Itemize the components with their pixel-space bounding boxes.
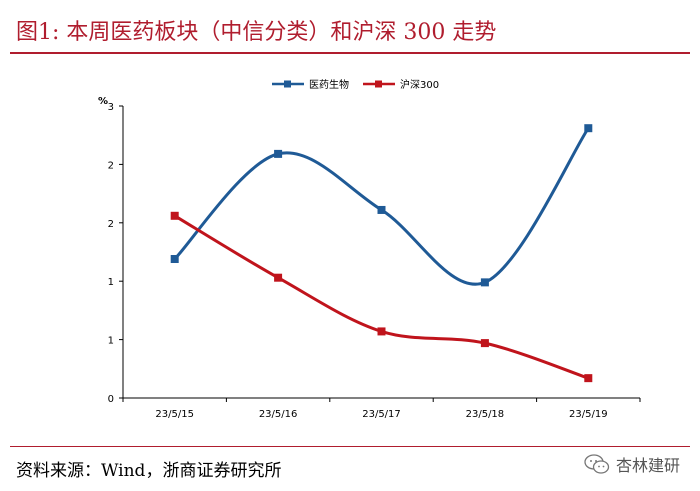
data-point-series-1 — [274, 149, 283, 158]
watermark: 杏林建研 — [584, 452, 680, 476]
data-point-series-2 — [274, 273, 283, 282]
data-point-series-2 — [480, 339, 489, 348]
x-tick-label: 23/5/15 — [155, 409, 194, 420]
source-note: 资料来源：Wind，浙商证券研究所 — [16, 461, 282, 481]
y-tick-label: 2 — [108, 160, 114, 171]
y-unit-label: % — [98, 96, 108, 107]
data-point-series-1 — [170, 255, 179, 264]
data-point-series-1 — [377, 205, 386, 214]
data-point-series-2 — [377, 327, 386, 336]
x-tick-label: 23/5/17 — [362, 409, 401, 420]
x-tick-label: 23/5/16 — [259, 409, 298, 420]
data-point-series-2 — [170, 211, 179, 220]
legend-label-1: 医药生物 — [309, 78, 349, 91]
legend-label-2: 沪深300 — [400, 78, 439, 91]
x-tick-label: 23/5/19 — [569, 409, 608, 420]
y-tick-label: 1 — [108, 277, 114, 288]
wechat-icon — [584, 454, 610, 474]
watermark-text: 杏林建研 — [615, 456, 680, 475]
figure-title: 图1: 本周医药板块（中信分类）和沪深 300 走势 — [16, 20, 497, 45]
y-tick-label: 0 — [108, 394, 114, 405]
data-point-series-1 — [480, 278, 489, 287]
figure-title-bar: 图1: 本周医药板块（中信分类）和沪深 300 走势 — [0, 0, 700, 56]
x-tick-label: 23/5/18 — [466, 409, 505, 420]
legend-marker-2 — [375, 80, 382, 88]
data-point-series-2 — [584, 374, 593, 383]
title-divider — [10, 52, 690, 54]
source-divider — [10, 446, 690, 447]
y-tick-label: 2 — [108, 219, 114, 230]
data-point-series-1 — [584, 124, 593, 133]
y-tick-label: 3 — [108, 102, 114, 113]
y-tick-label: 1 — [108, 336, 114, 347]
legend-marker-1 — [284, 80, 291, 88]
